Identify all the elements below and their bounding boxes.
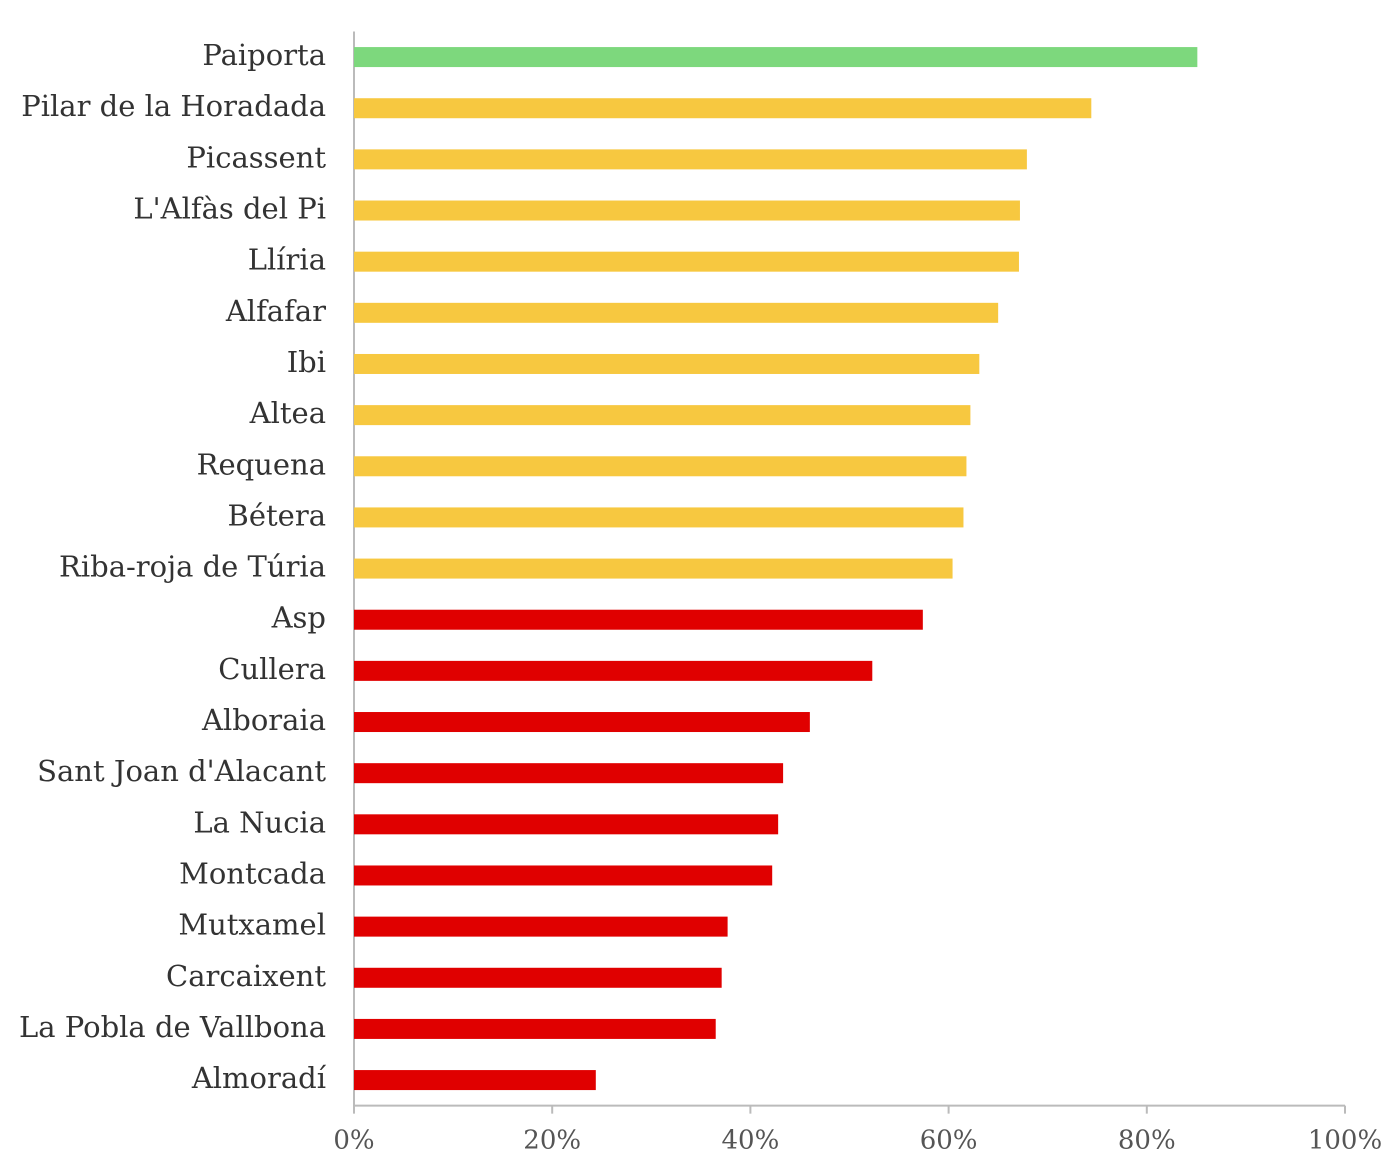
bar	[354, 98, 1092, 119]
bar	[354, 353, 980, 374]
y-tick-label: Llíria	[248, 243, 326, 277]
y-tick-label: Picassent	[186, 140, 326, 174]
bar	[354, 763, 784, 784]
y-tick-label: Ibi	[287, 345, 326, 379]
y-tick-label: Bétera	[228, 498, 326, 532]
bar	[354, 865, 773, 886]
x-tick-label: 0%	[333, 1126, 374, 1155]
bar	[354, 200, 1020, 221]
bar	[354, 916, 728, 937]
bar	[354, 456, 967, 477]
y-tick-label: Riba-roja de Túria	[59, 550, 326, 584]
bar	[354, 302, 999, 323]
y-tick-label: Altea	[249, 396, 326, 430]
y-tick-label: Alfafar	[225, 294, 326, 328]
y-tick-label: Requena	[197, 447, 326, 481]
x-tick-label: 20%	[523, 1126, 581, 1155]
y-tick-label: Montcada	[179, 856, 326, 890]
bar	[354, 609, 923, 630]
y-tick-label: La Nucia	[193, 805, 326, 839]
y-tick-label: Carcaixent	[166, 959, 326, 993]
bar	[354, 660, 873, 681]
y-tick-label: La Pobla de Vallbona	[19, 1010, 326, 1044]
x-tick-label: 40%	[722, 1126, 780, 1155]
bar	[354, 405, 971, 426]
bar	[354, 507, 964, 528]
y-tick-label: Almoradí	[191, 1061, 327, 1095]
y-tick-label: Cullera	[218, 652, 326, 686]
y-tick-label: Mutxamel	[178, 908, 326, 942]
bar	[354, 814, 779, 835]
y-tick-label: L'Alfàs del Pi	[133, 192, 326, 226]
bar	[354, 47, 1198, 68]
bar	[354, 1018, 716, 1039]
bar	[354, 967, 722, 988]
y-tick-label: Paiporta	[202, 38, 326, 72]
bar	[354, 1070, 596, 1091]
x-tick-label: 80%	[1118, 1126, 1176, 1155]
bar	[354, 712, 810, 733]
bar	[354, 558, 953, 579]
y-tick-label: Alboraia	[201, 703, 326, 737]
y-tick-label: Pilar de la Horadada	[21, 89, 326, 123]
bar	[354, 251, 1019, 272]
bar	[354, 149, 1027, 170]
x-tick-label: 60%	[920, 1126, 978, 1155]
y-tick-label: Asp	[271, 601, 326, 635]
x-tick-label: 100%	[1308, 1126, 1382, 1155]
y-tick-label: Sant Joan d'Alacant	[37, 754, 326, 788]
